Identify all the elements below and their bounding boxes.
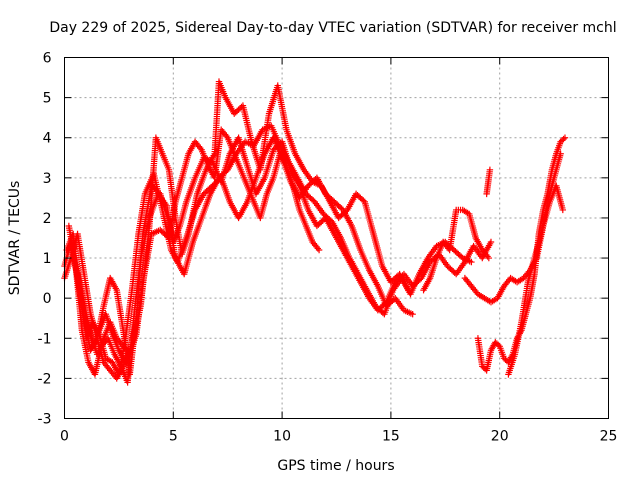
chart-title: Day 229 of 2025, Sidereal Day-to-day VTE… <box>49 20 616 36</box>
y-tick-label: -3 <box>38 412 52 428</box>
data-point <box>405 286 412 294</box>
data-point <box>133 319 140 326</box>
series-trace-6 <box>61 230 140 382</box>
data-point <box>315 246 323 254</box>
x-tick-label: 10 <box>273 429 291 445</box>
data-point <box>468 258 475 266</box>
data-point <box>485 254 493 262</box>
data-point <box>560 135 567 143</box>
x-tick-labels: 0 5 10 15 20 25 <box>60 429 617 445</box>
series-trace-10 <box>505 150 564 378</box>
plot-frame <box>64 57 609 419</box>
y-tick-labels: -3 -2 -1 0 1 2 3 4 5 6 <box>38 51 52 428</box>
y-tick-label: 6 <box>43 51 52 67</box>
series-trace-7 <box>420 206 493 294</box>
y-tick-label: 3 <box>43 171 52 187</box>
y-tick-label: 4 <box>43 131 52 147</box>
y-tick-label: 1 <box>43 251 52 267</box>
data-point <box>561 134 569 141</box>
y-tick-label: -1 <box>38 331 52 347</box>
data-points <box>61 78 569 386</box>
y-tick-label: -2 <box>38 371 52 387</box>
data-point <box>360 197 367 204</box>
data-point <box>559 206 567 214</box>
data-point <box>486 166 494 174</box>
series-trace-11 <box>483 166 494 198</box>
y-tick-label: 5 <box>43 91 52 107</box>
x-tick-label: 20 <box>491 429 509 445</box>
x-tick-label: 0 <box>60 429 69 445</box>
y-axis-label: SDTVAR / TECUs <box>7 181 23 296</box>
data-point <box>557 150 564 157</box>
y-tick-label: 0 <box>43 291 52 307</box>
data-point <box>409 311 416 318</box>
x-tick-label: 5 <box>169 429 178 445</box>
x-tick-label: 25 <box>600 429 618 445</box>
axis-ticks <box>64 57 609 419</box>
y-tick-label: 2 <box>43 211 52 227</box>
grid <box>64 57 609 419</box>
x-tick-label: 15 <box>382 429 400 445</box>
data-point <box>495 341 502 349</box>
series-trace-5 <box>74 126 323 358</box>
x-axis-label: GPS time / hours <box>277 458 394 474</box>
data-point <box>487 238 495 246</box>
